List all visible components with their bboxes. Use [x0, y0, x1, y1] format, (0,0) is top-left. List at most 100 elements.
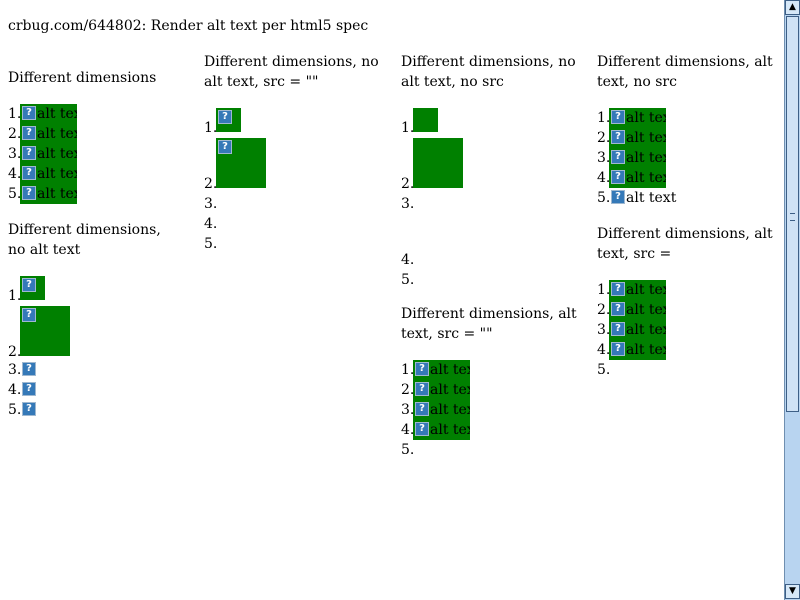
alt-text: alt text	[37, 186, 77, 202]
image-placeholder: ? alt text	[413, 420, 470, 440]
alt-text: alt text	[430, 402, 470, 418]
section-alt-text-src-eq: Different dimensions, alt text, src =	[597, 224, 777, 264]
alt-text: alt text	[626, 110, 666, 126]
item-number: 2.	[597, 130, 611, 146]
item-number: 1.	[204, 120, 218, 136]
broken-image-icon: ?	[415, 362, 429, 376]
image-placeholder: ?	[216, 108, 241, 132]
item-number: 4.	[8, 382, 22, 398]
broken-image-icon: ?	[22, 126, 36, 140]
alt-text: alt text	[626, 170, 666, 186]
section-heading: Different dimensions, no alt text	[8, 222, 161, 258]
image-placeholder: ? alt text	[609, 108, 666, 128]
image-placeholder: ? alt text	[609, 320, 666, 340]
item-number: 3.	[401, 402, 415, 418]
item-number: 3.	[204, 196, 218, 212]
image-placeholder	[413, 138, 463, 188]
item-number: 4.	[204, 216, 218, 232]
broken-image-icon: ?	[218, 140, 232, 154]
item-number: 5.	[204, 236, 218, 252]
alt-text: alt text	[37, 166, 77, 182]
broken-image-icon: ?	[22, 308, 36, 322]
broken-image-icon: ?	[611, 282, 625, 296]
image-placeholder: ? alt text	[609, 168, 666, 188]
alt-text: alt text	[37, 126, 77, 142]
scroll-up-button[interactable]: ▲	[785, 0, 800, 15]
vertical-scrollbar[interactable]: ▲ ▼	[784, 0, 800, 600]
section-different-dimensions: Different dimensions	[8, 68, 188, 88]
alt-text: alt text	[626, 342, 666, 358]
broken-image-icon: ?	[611, 190, 625, 204]
alt-text: alt text	[626, 150, 666, 166]
item-number: 1.	[597, 282, 611, 298]
broken-image-icon: ?	[611, 322, 625, 336]
section-heading: Different dimensions, alt text, src = ""	[401, 306, 577, 342]
item-number: 2.	[401, 382, 415, 398]
item-number: 5.	[8, 186, 22, 202]
alt-text: alt text	[626, 322, 666, 338]
broken-image-icon: ?	[611, 342, 625, 356]
image-placeholder: ? alt text	[609, 280, 666, 300]
item-number: 5.	[597, 362, 611, 378]
image-placeholder: ? alt text	[413, 360, 470, 380]
item-number: 2.	[8, 126, 22, 142]
section-alt-text-no-src: Different dimensions, alt text, no src	[597, 52, 777, 92]
section-no-alt-text: Different dimensions, no alt text	[8, 220, 178, 260]
scrollbar-thumb[interactable]	[786, 16, 799, 412]
item-number: 4.	[401, 422, 415, 438]
broken-image-icon: ?	[22, 382, 36, 396]
alt-text: alt text	[430, 382, 470, 398]
item-number: 2.	[597, 302, 611, 318]
item-number: 1.	[597, 110, 611, 126]
item-number: 2.	[401, 176, 415, 192]
scrollbar-grip-icon	[790, 213, 795, 221]
item-number: 1.	[8, 106, 22, 122]
broken-image-icon: ?	[22, 186, 36, 200]
section-heading: Different dimensions, alt text, src =	[597, 226, 773, 262]
broken-image-icon: ?	[218, 110, 232, 124]
alt-text: alt text	[430, 422, 470, 438]
alt-text: alt text	[37, 106, 77, 122]
item-number: 5.	[8, 402, 22, 418]
broken-image-icon: ?	[22, 278, 36, 292]
image-placeholder: ?	[20, 276, 45, 300]
item-number: 3.	[597, 322, 611, 338]
broken-image-icon: ?	[415, 382, 429, 396]
image-placeholder: ? alt text	[609, 128, 666, 148]
broken-image-icon: ?	[22, 166, 36, 180]
item-number: 1.	[401, 362, 415, 378]
item-number: 4.	[597, 170, 611, 186]
alt-text: alt text	[626, 302, 666, 318]
item-number: 3.	[8, 146, 22, 162]
alt-text: alt text	[37, 146, 77, 162]
item-number: 4.	[597, 342, 611, 358]
broken-image-icon: ?	[22, 402, 36, 416]
item-number: 1.	[401, 120, 415, 136]
image-placeholder: ?	[20, 306, 70, 356]
section-no-alt-text-src-empty: Different dimensions, no alt text, src =…	[204, 52, 384, 92]
image-placeholder: ? alt text	[20, 124, 77, 144]
section-no-alt-text-no-src: Different dimensions, no alt text, no sr…	[401, 52, 581, 92]
broken-image-icon: ?	[611, 110, 625, 124]
image-placeholder: ? alt text	[413, 380, 470, 400]
image-placeholder	[413, 108, 438, 132]
alt-text: alt text	[626, 282, 666, 298]
alt-text: alt text	[626, 130, 666, 146]
broken-image-icon: ?	[611, 302, 625, 316]
image-placeholder: ? alt text	[20, 104, 77, 124]
item-number: 4.	[8, 166, 22, 182]
broken-image-icon: ?	[415, 422, 429, 436]
scroll-down-button[interactable]: ▼	[785, 584, 800, 599]
broken-image-icon: ?	[22, 146, 36, 160]
image-placeholder: ? alt text	[609, 300, 666, 320]
item-number: 5.	[401, 272, 415, 288]
item-number: 2.	[204, 176, 218, 192]
item-number: 2.	[8, 344, 22, 360]
item-number: 4.	[401, 252, 415, 268]
broken-image-icon: ?	[611, 150, 625, 164]
item-number: 5.	[597, 190, 611, 206]
broken-image-icon: ?	[611, 130, 625, 144]
alt-text: alt text	[626, 190, 677, 206]
section-alt-text-src-empty: Different dimensions, alt text, src = ""	[401, 304, 581, 344]
item-number: 3.	[401, 196, 415, 212]
